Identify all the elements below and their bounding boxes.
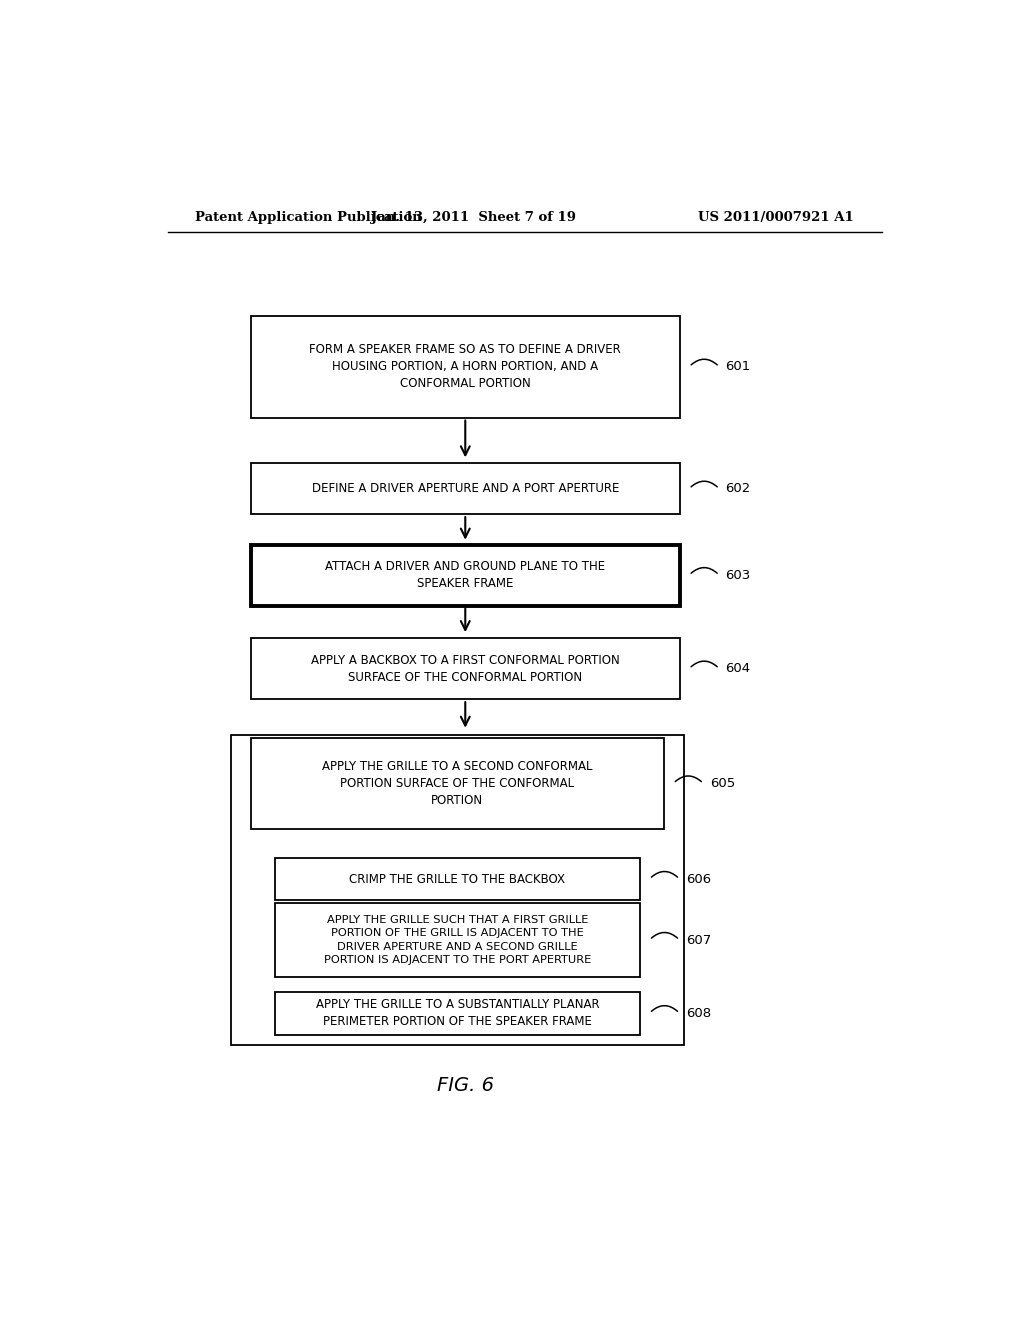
Text: FIG. 6: FIG. 6: [437, 1076, 494, 1094]
Text: US 2011/0007921 A1: US 2011/0007921 A1: [698, 211, 854, 224]
Bar: [251, 315, 680, 417]
Bar: [274, 991, 640, 1035]
Text: APPLY THE GRILLE TO A SUBSTANTIALLY PLANAR
PERIMETER PORTION OF THE SPEAKER FRAM: APPLY THE GRILLE TO A SUBSTANTIALLY PLAN…: [315, 998, 599, 1028]
Text: Jan. 13, 2011  Sheet 7 of 19: Jan. 13, 2011 Sheet 7 of 19: [371, 211, 575, 224]
Text: APPLY A BACKBOX TO A FIRST CONFORMAL PORTION
SURFACE OF THE CONFORMAL PORTION: APPLY A BACKBOX TO A FIRST CONFORMAL POR…: [311, 653, 620, 684]
Bar: [251, 638, 680, 700]
Text: 606: 606: [686, 873, 711, 886]
Text: 602: 602: [726, 482, 751, 495]
Text: 604: 604: [726, 663, 751, 675]
Text: DEFINE A DRIVER APERTURE AND A PORT APERTURE: DEFINE A DRIVER APERTURE AND A PORT APER…: [311, 482, 618, 495]
Bar: [251, 545, 680, 606]
Text: 608: 608: [686, 1007, 711, 1019]
Text: 601: 601: [726, 360, 751, 374]
Text: 603: 603: [726, 569, 751, 582]
Text: CRIMP THE GRILLE TO THE BACKBOX: CRIMP THE GRILLE TO THE BACKBOX: [349, 873, 565, 886]
Text: FORM A SPEAKER FRAME SO AS TO DEFINE A DRIVER
HOUSING PORTION, A HORN PORTION, A: FORM A SPEAKER FRAME SO AS TO DEFINE A D…: [309, 343, 622, 391]
Text: APPLY THE GRILLE TO A SECOND CONFORMAL
PORTION SURFACE OF THE CONFORMAL
PORTION: APPLY THE GRILLE TO A SECOND CONFORMAL P…: [323, 760, 593, 807]
Bar: [231, 735, 684, 1044]
Bar: [251, 463, 680, 515]
Text: 607: 607: [686, 933, 711, 946]
Bar: [251, 738, 664, 829]
Bar: [274, 903, 640, 977]
Text: ATTACH A DRIVER AND GROUND PLANE TO THE
SPEAKER FRAME: ATTACH A DRIVER AND GROUND PLANE TO THE …: [326, 560, 605, 590]
Text: Patent Application Publication: Patent Application Publication: [196, 211, 422, 224]
Text: 605: 605: [710, 777, 735, 789]
Text: APPLY THE GRILLE SUCH THAT A FIRST GRILLE
PORTION OF THE GRILL IS ADJACENT TO TH: APPLY THE GRILLE SUCH THAT A FIRST GRILL…: [324, 915, 591, 965]
Bar: [274, 858, 640, 900]
